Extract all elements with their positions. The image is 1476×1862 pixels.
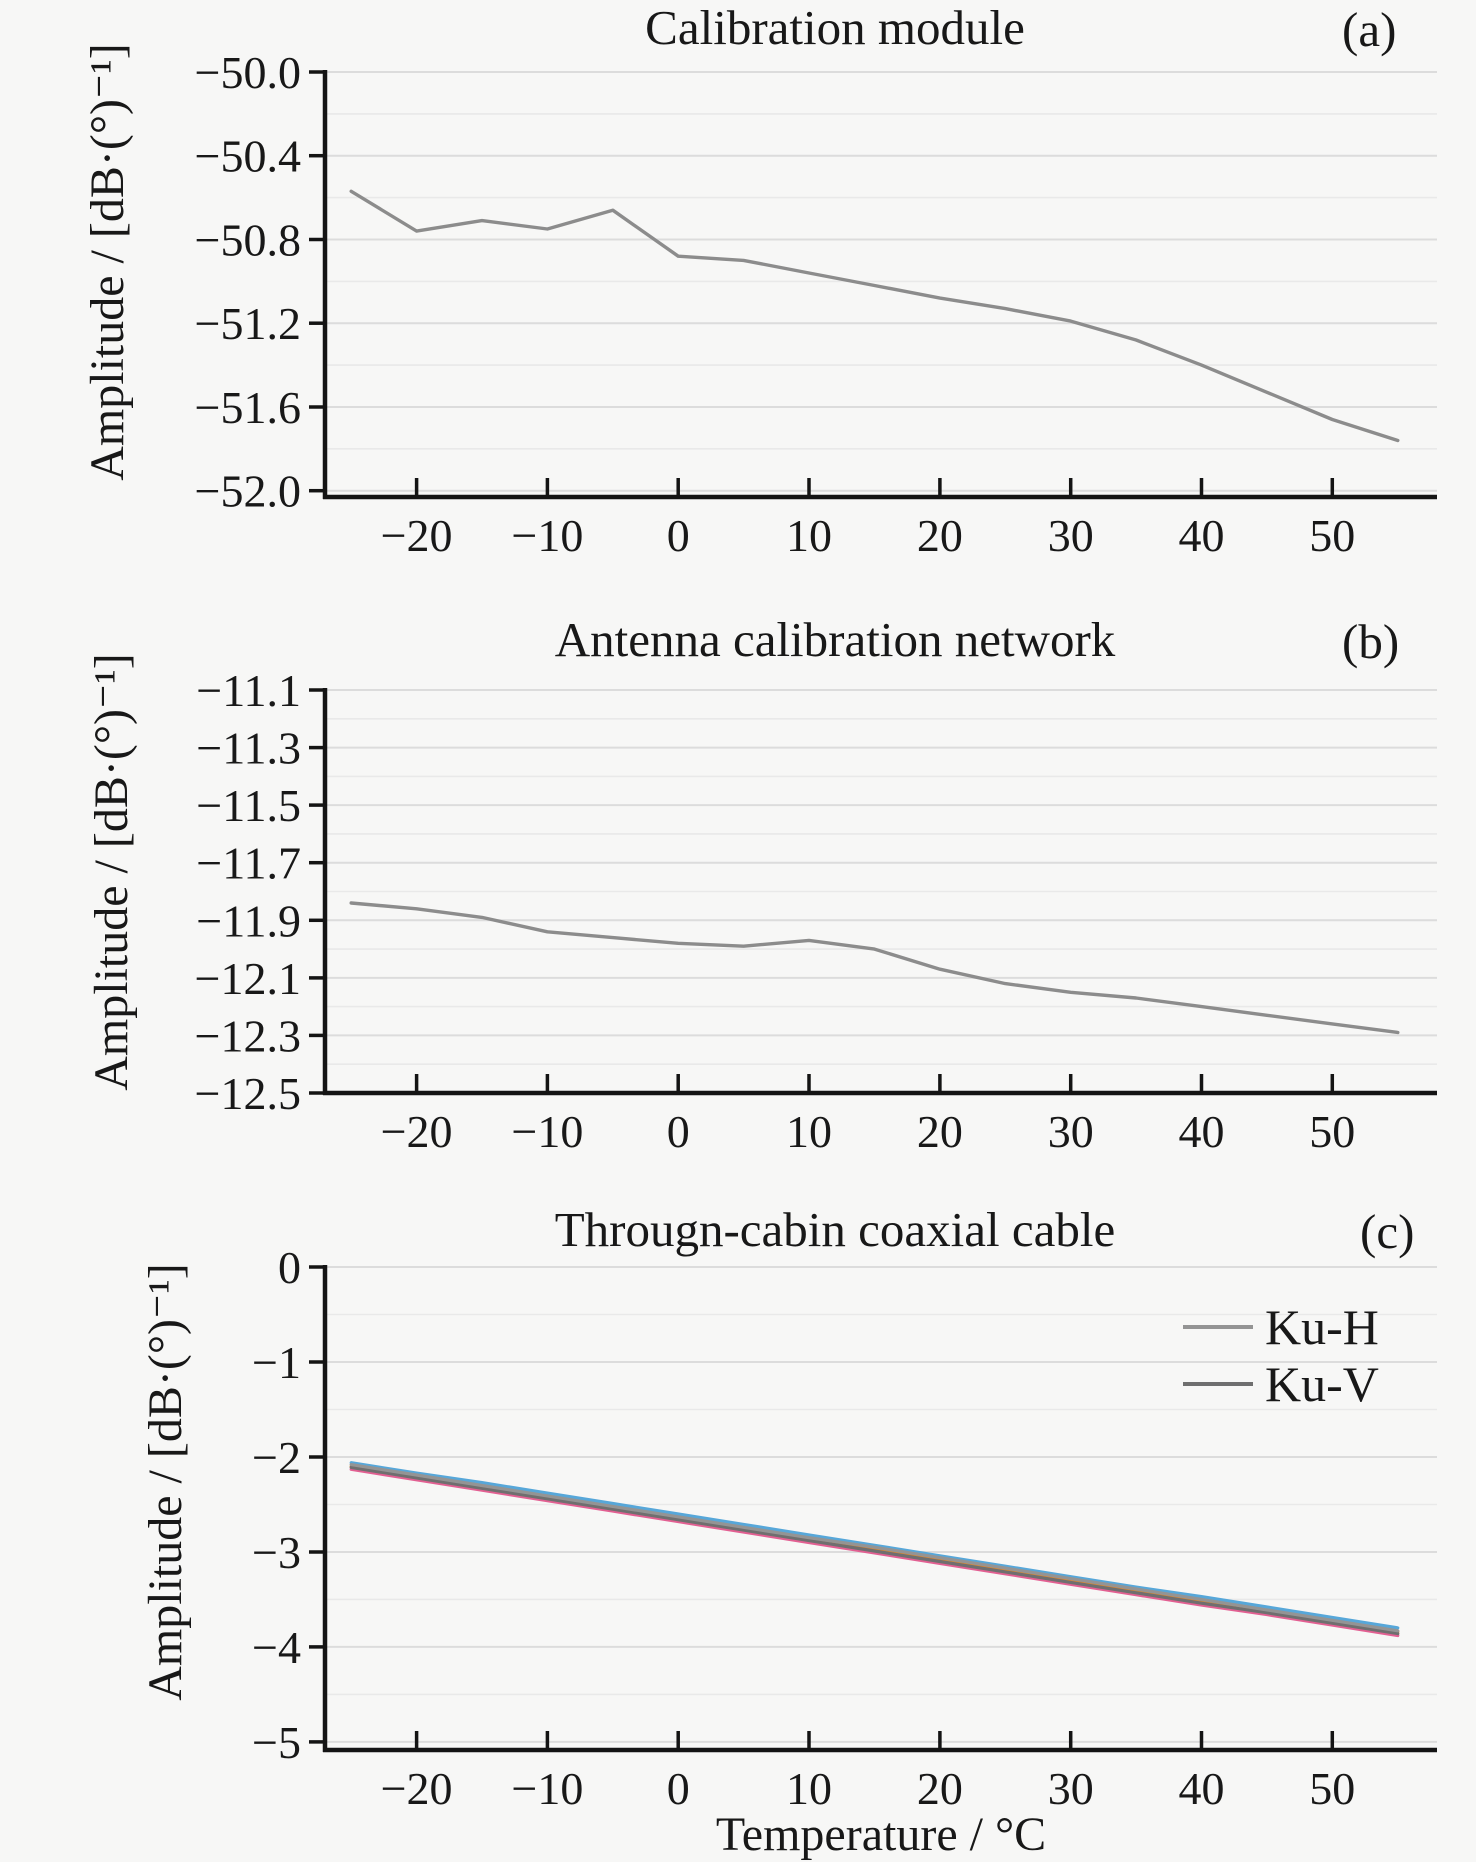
x-axis-title: Temperature / °C <box>715 1808 1047 1861</box>
y-tick-label: −51.2 <box>195 298 301 349</box>
y-tick-label: −12.5 <box>195 1068 301 1119</box>
legend-swatch <box>1183 1381 1253 1386</box>
y-tick-label: −11.9 <box>196 895 301 946</box>
panel-a-title: Calibration module <box>645 0 1025 55</box>
x-tick-label: 0 <box>667 1106 690 1157</box>
y-tick-label: −2 <box>252 1432 301 1483</box>
x-tick-label: 40 <box>1179 510 1225 561</box>
series-line-ku-v <box>349 1465 1400 1636</box>
x-tick-label: 40 <box>1179 1763 1225 1814</box>
y-tick-label: −50.4 <box>195 131 301 182</box>
y-tick-label: −50.8 <box>195 215 301 266</box>
x-tick-label: 10 <box>786 510 832 561</box>
panel-c-title: Througn-cabin coaxial cable <box>554 1202 1116 1257</box>
y-tick-label: −51.6 <box>195 382 301 433</box>
panel-a: −50.0 −50.4 −50.8 −51.2 −51.6 −52.0 −20 −10 0 10 2… <box>195 47 1437 561</box>
legend-label: Ku-V <box>1265 1355 1379 1412</box>
panel-a-y-axis-title: Amplitude / [dB·(°)⁻¹] <box>81 43 134 481</box>
y-tick-label: −12.1 <box>195 953 301 1004</box>
x-tick-label: −20 <box>381 1763 453 1814</box>
y-tick-label: 0 <box>278 1242 301 1293</box>
series-line-overlay <box>349 1461 1400 1630</box>
x-tick-label: 40 <box>1179 1106 1225 1157</box>
legend-entry-ku-v: Ku-V <box>1183 1355 1379 1412</box>
x-tick-label: 20 <box>917 1763 963 1814</box>
y-tick-label: −5 <box>252 1717 301 1768</box>
x-tick-label: 50 <box>1309 1106 1355 1157</box>
x-tick-label: 0 <box>667 510 690 561</box>
x-tick-label: 30 <box>1048 510 1094 561</box>
x-tick-label: 10 <box>786 1763 832 1814</box>
y-tick-label: −11.5 <box>196 780 301 831</box>
x-tick-label: −20 <box>381 1106 453 1157</box>
x-tick-label: 20 <box>917 510 963 561</box>
y-tick-label: −1 <box>252 1337 301 1388</box>
x-tick-label: −10 <box>511 510 583 561</box>
x-tick-label: 10 <box>786 1106 832 1157</box>
x-tick-label: −10 <box>511 1106 583 1157</box>
y-tick-label: −11.3 <box>196 723 301 774</box>
x-tick-label: 0 <box>667 1763 690 1814</box>
y-tick-label: −50.0 <box>195 47 301 98</box>
series-line-overlay <box>349 901 1400 1035</box>
y-tick-label: −52.0 <box>195 466 301 517</box>
x-tick-label: −10 <box>511 1763 583 1814</box>
legend-swatch <box>1183 1324 1253 1329</box>
x-tick-label: 20 <box>917 1106 963 1157</box>
panel-b-letter: (b) <box>1342 614 1400 669</box>
panel-c: 0 −1 −2 −3 −4 −5 −20 −10 0 10 20 30 40 50 <box>252 1242 1437 1814</box>
panel-b-y-axis-title: Amplitude / [dB·(°)⁻¹] <box>85 653 138 1091</box>
panel-b-title: Antenna calibration network <box>554 612 1116 667</box>
y-tick-label: −12.3 <box>195 1010 301 1061</box>
y-tick-label: −11.7 <box>196 838 301 889</box>
x-tick-label: 50 <box>1309 510 1355 561</box>
x-tick-label: 30 <box>1048 1106 1094 1157</box>
panel-c-letter: (c) <box>1360 1204 1415 1259</box>
legend-label: Ku-H <box>1265 1298 1379 1355</box>
series-line-overlay <box>349 189 1400 443</box>
legend: Ku-H Ku-V <box>1183 1298 1379 1412</box>
y-tick-label: −11.1 <box>196 665 301 716</box>
legend-entry-ku-h: Ku-H <box>1183 1298 1379 1355</box>
series-line-ku-h <box>349 1462 1400 1633</box>
panel-c-y-axis-title: Amplitude / [dB·(°)⁻¹] <box>139 1263 192 1701</box>
series-line-overlay <box>349 1467 1400 1638</box>
panel-b: −11.1 −11.3 −11.5 −11.7 −11.9 −12.1 −12.3 −12.5… <box>195 665 1437 1157</box>
y-tick-label: −3 <box>252 1527 301 1578</box>
y-tick-label: −4 <box>252 1622 301 1673</box>
x-tick-label: −20 <box>381 510 453 561</box>
x-tick-label: 30 <box>1048 1763 1094 1814</box>
panel-a-letter: (a) <box>1342 2 1397 57</box>
x-tick-label: 50 <box>1309 1763 1355 1814</box>
